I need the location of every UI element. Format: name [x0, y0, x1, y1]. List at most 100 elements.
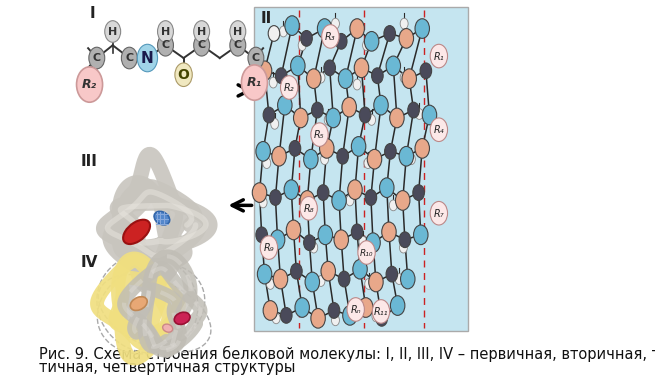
Text: C: C: [234, 40, 242, 50]
Circle shape: [248, 47, 264, 69]
Circle shape: [275, 68, 287, 84]
Circle shape: [430, 201, 447, 225]
Circle shape: [379, 178, 394, 197]
Circle shape: [342, 97, 356, 117]
Circle shape: [318, 19, 332, 38]
Circle shape: [105, 21, 121, 42]
Circle shape: [326, 108, 341, 128]
Circle shape: [256, 141, 271, 161]
Circle shape: [303, 200, 310, 211]
Circle shape: [324, 115, 332, 125]
Circle shape: [272, 313, 280, 324]
Circle shape: [389, 200, 398, 211]
Circle shape: [353, 259, 367, 279]
Circle shape: [376, 311, 388, 326]
Circle shape: [364, 158, 372, 168]
Circle shape: [384, 26, 396, 41]
Circle shape: [138, 44, 158, 72]
Text: C: C: [161, 40, 170, 50]
Text: H: H: [161, 26, 170, 37]
Circle shape: [301, 31, 312, 46]
Circle shape: [430, 44, 447, 68]
Circle shape: [339, 271, 350, 287]
Circle shape: [413, 225, 428, 244]
Circle shape: [321, 154, 329, 165]
Circle shape: [317, 275, 325, 286]
Text: R₁₁: R₁₁: [374, 307, 388, 317]
Text: III: III: [81, 154, 98, 169]
Circle shape: [328, 303, 340, 318]
Text: R₈: R₈: [303, 204, 314, 214]
Circle shape: [263, 107, 274, 123]
Text: O: O: [178, 68, 189, 82]
Circle shape: [295, 298, 309, 317]
Text: R₁: R₁: [247, 76, 262, 89]
Circle shape: [304, 149, 318, 169]
Circle shape: [371, 68, 383, 84]
Circle shape: [273, 269, 288, 289]
Circle shape: [272, 146, 286, 166]
Circle shape: [372, 299, 390, 323]
Circle shape: [399, 232, 411, 248]
Text: R₅: R₅: [314, 130, 325, 140]
Circle shape: [365, 189, 377, 206]
Circle shape: [359, 236, 367, 247]
Circle shape: [285, 16, 299, 36]
Text: R₃: R₃: [325, 32, 336, 42]
Circle shape: [353, 79, 361, 90]
Circle shape: [415, 139, 430, 158]
Circle shape: [415, 108, 423, 120]
Text: Рис. 9. Схема строения белковой молекулы: I, II, III, IV – первичная, вторичная,: Рис. 9. Схема строения белковой молекулы…: [39, 346, 655, 362]
Circle shape: [194, 34, 210, 56]
Circle shape: [256, 227, 267, 243]
Circle shape: [270, 189, 281, 206]
Text: Rₙ: Rₙ: [350, 305, 361, 315]
Circle shape: [317, 72, 325, 83]
Circle shape: [337, 148, 348, 164]
Circle shape: [271, 230, 285, 249]
Circle shape: [311, 309, 326, 328]
Text: R₄: R₄: [434, 125, 444, 135]
Bar: [254, 7, 468, 331]
Circle shape: [257, 264, 272, 284]
Circle shape: [300, 196, 318, 220]
Circle shape: [158, 34, 174, 56]
Circle shape: [318, 185, 329, 201]
Text: R₉: R₉: [263, 243, 274, 253]
Circle shape: [358, 241, 375, 264]
Circle shape: [399, 29, 413, 48]
Circle shape: [284, 180, 299, 199]
Circle shape: [396, 191, 410, 210]
Circle shape: [324, 60, 335, 76]
Circle shape: [408, 102, 419, 118]
Circle shape: [382, 222, 396, 242]
Circle shape: [305, 272, 320, 292]
Circle shape: [268, 26, 280, 41]
Circle shape: [269, 77, 277, 88]
Circle shape: [399, 146, 413, 166]
Circle shape: [259, 197, 267, 208]
Circle shape: [400, 242, 407, 253]
Text: H: H: [197, 26, 206, 37]
Circle shape: [89, 47, 105, 69]
Circle shape: [402, 69, 417, 89]
Circle shape: [360, 107, 371, 123]
Circle shape: [252, 183, 267, 202]
Circle shape: [364, 31, 379, 51]
Circle shape: [242, 65, 267, 100]
Circle shape: [386, 266, 398, 282]
Text: R₂: R₂: [284, 83, 295, 93]
Circle shape: [334, 230, 348, 249]
Text: H: H: [108, 26, 117, 37]
Text: C: C: [125, 53, 134, 63]
Text: C: C: [93, 53, 101, 63]
Circle shape: [280, 76, 298, 99]
Circle shape: [278, 96, 292, 115]
Circle shape: [354, 58, 369, 78]
Circle shape: [293, 108, 308, 128]
Circle shape: [286, 220, 301, 240]
Circle shape: [351, 137, 366, 156]
Circle shape: [395, 274, 403, 285]
Circle shape: [367, 149, 382, 169]
Circle shape: [343, 306, 357, 325]
